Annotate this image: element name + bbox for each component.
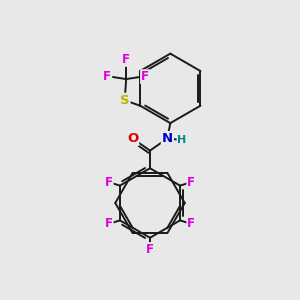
Text: O: O — [127, 132, 138, 145]
Text: F: F — [105, 218, 113, 230]
Text: F: F — [187, 218, 195, 230]
Text: F: F — [105, 176, 113, 189]
Text: F: F — [146, 243, 154, 256]
Text: F: F — [187, 176, 195, 189]
Text: N: N — [162, 132, 173, 145]
Text: H: H — [178, 135, 187, 145]
Text: F: F — [103, 70, 111, 83]
Text: F: F — [122, 53, 130, 66]
Text: F: F — [141, 70, 149, 83]
Text: S: S — [120, 94, 130, 107]
